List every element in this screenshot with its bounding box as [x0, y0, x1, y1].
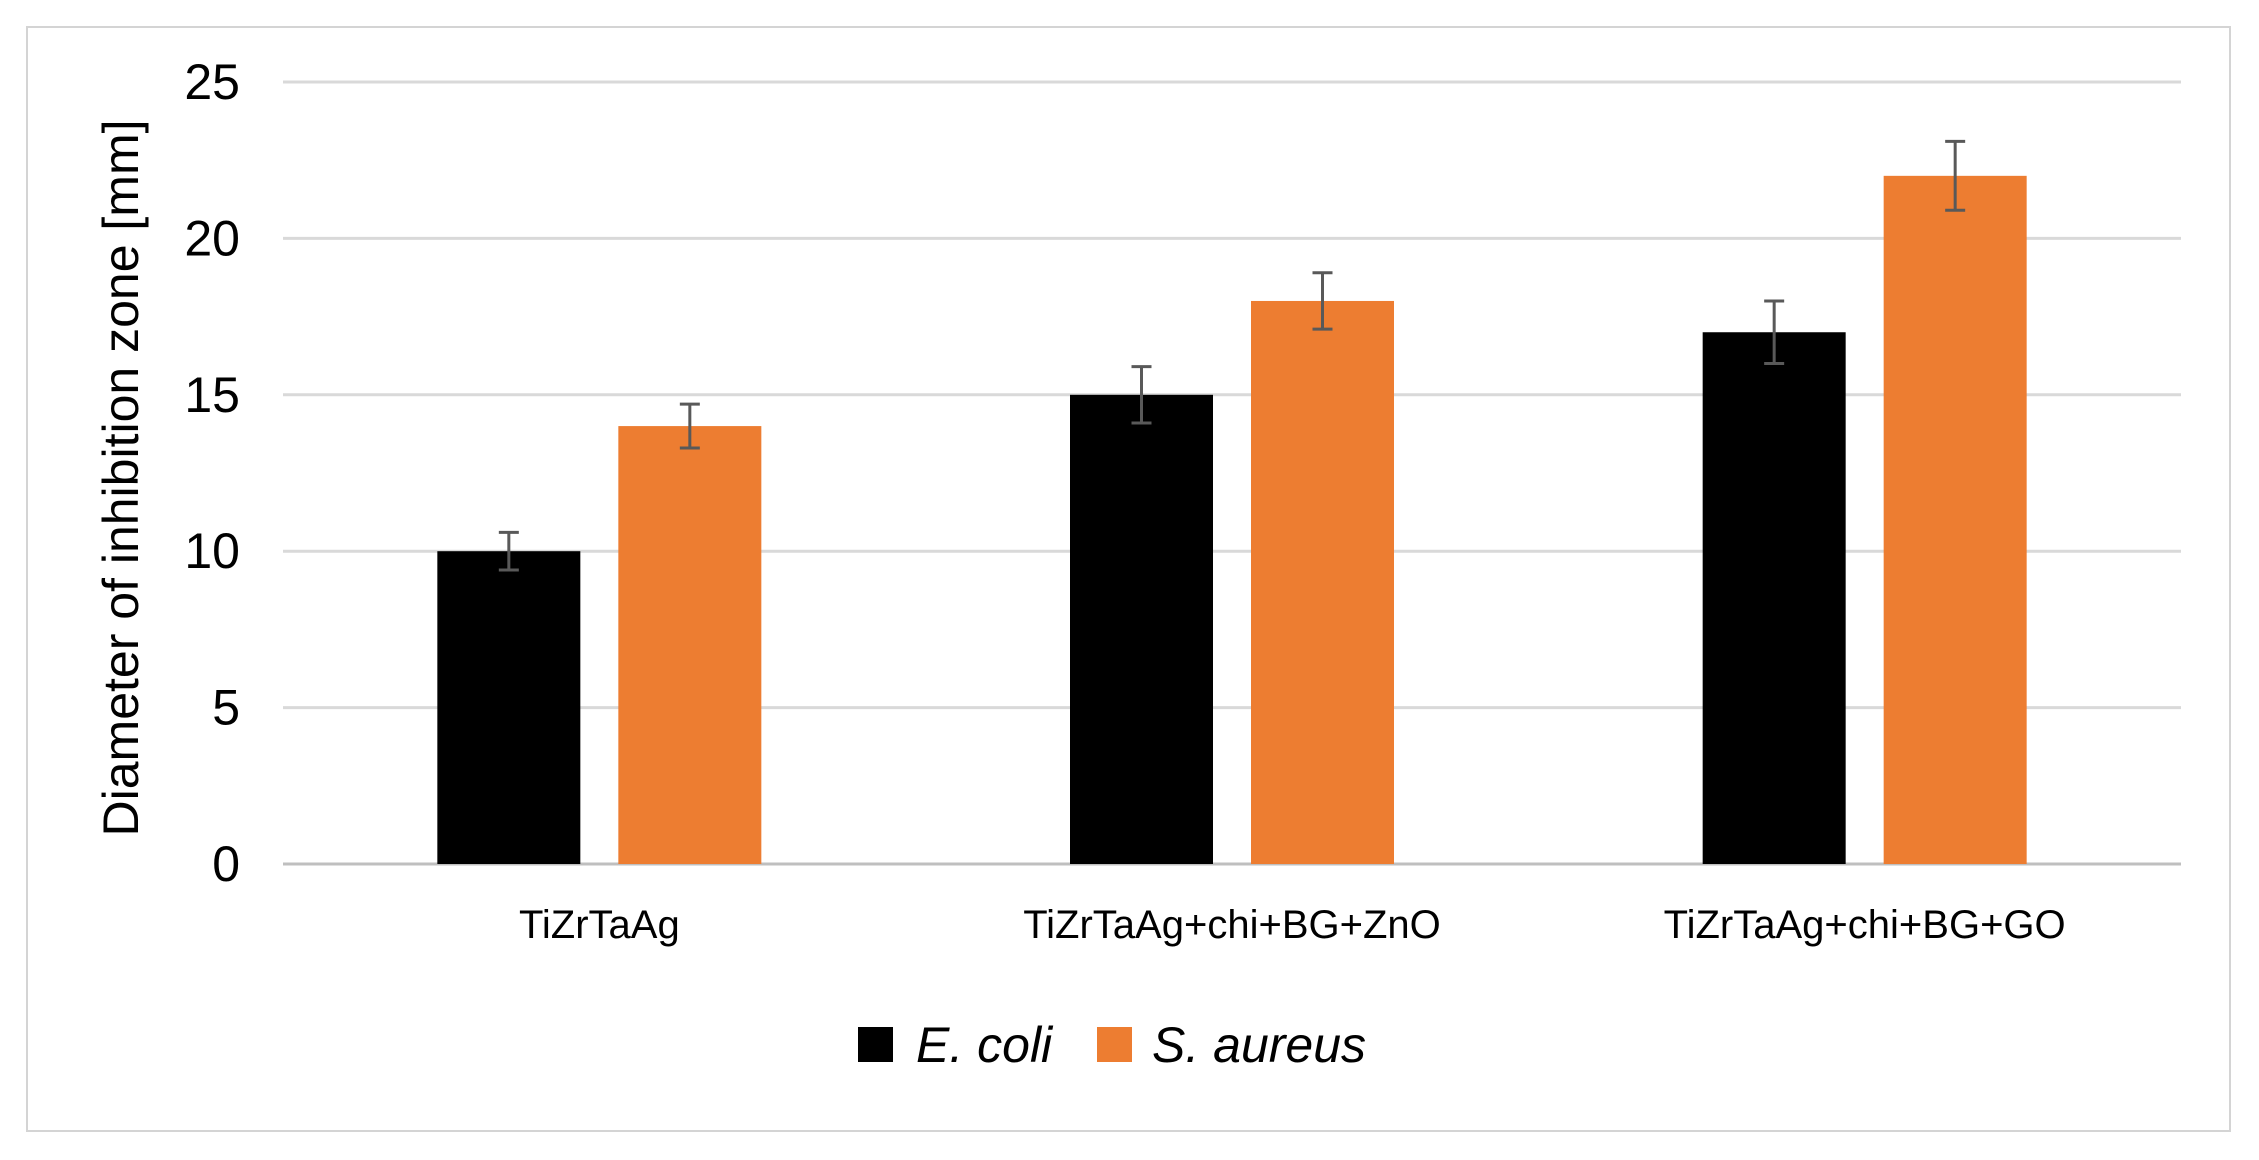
y-tick-label: 20 — [184, 210, 240, 266]
error-bar — [679, 402, 700, 450]
error-bar — [498, 530, 519, 572]
y-tick-label: 10 — [184, 523, 240, 579]
y-tick-label: 5 — [212, 680, 240, 736]
y-tick-label: 25 — [184, 54, 240, 110]
bar-s-aureus — [1883, 175, 2027, 865]
legend-label: S. aureus — [1152, 1017, 1366, 1073]
legend-label: E. coli — [916, 1017, 1054, 1073]
bar-s-aureus — [618, 426, 762, 864]
error-bar — [1764, 299, 1785, 366]
y-tick-label: 15 — [184, 367, 240, 423]
x-category-label: TiZrTaAg — [519, 903, 680, 947]
x-category-label: TiZrTaAg+chi+BG+ZnO — [1023, 903, 1441, 947]
bar-s-aureus — [1251, 300, 1394, 865]
bar-e-coli — [1070, 394, 1213, 864]
legend-swatch — [858, 1027, 893, 1062]
y-axis-label: Diameter of inhibition zone [mm] — [93, 120, 149, 837]
error-bar — [1312, 271, 1333, 331]
bar-e-coli — [437, 551, 581, 864]
x-category-label: TiZrTaAg+chi+BG+GO — [1664, 903, 2066, 947]
legend-swatch — [1097, 1027, 1132, 1062]
y-tick-label: 0 — [212, 836, 240, 892]
bar-e-coli — [1702, 332, 1846, 864]
legend: E. coli S. aureus — [858, 1017, 1366, 1073]
error-bar — [1131, 365, 1152, 425]
error-bar — [1945, 139, 1966, 212]
